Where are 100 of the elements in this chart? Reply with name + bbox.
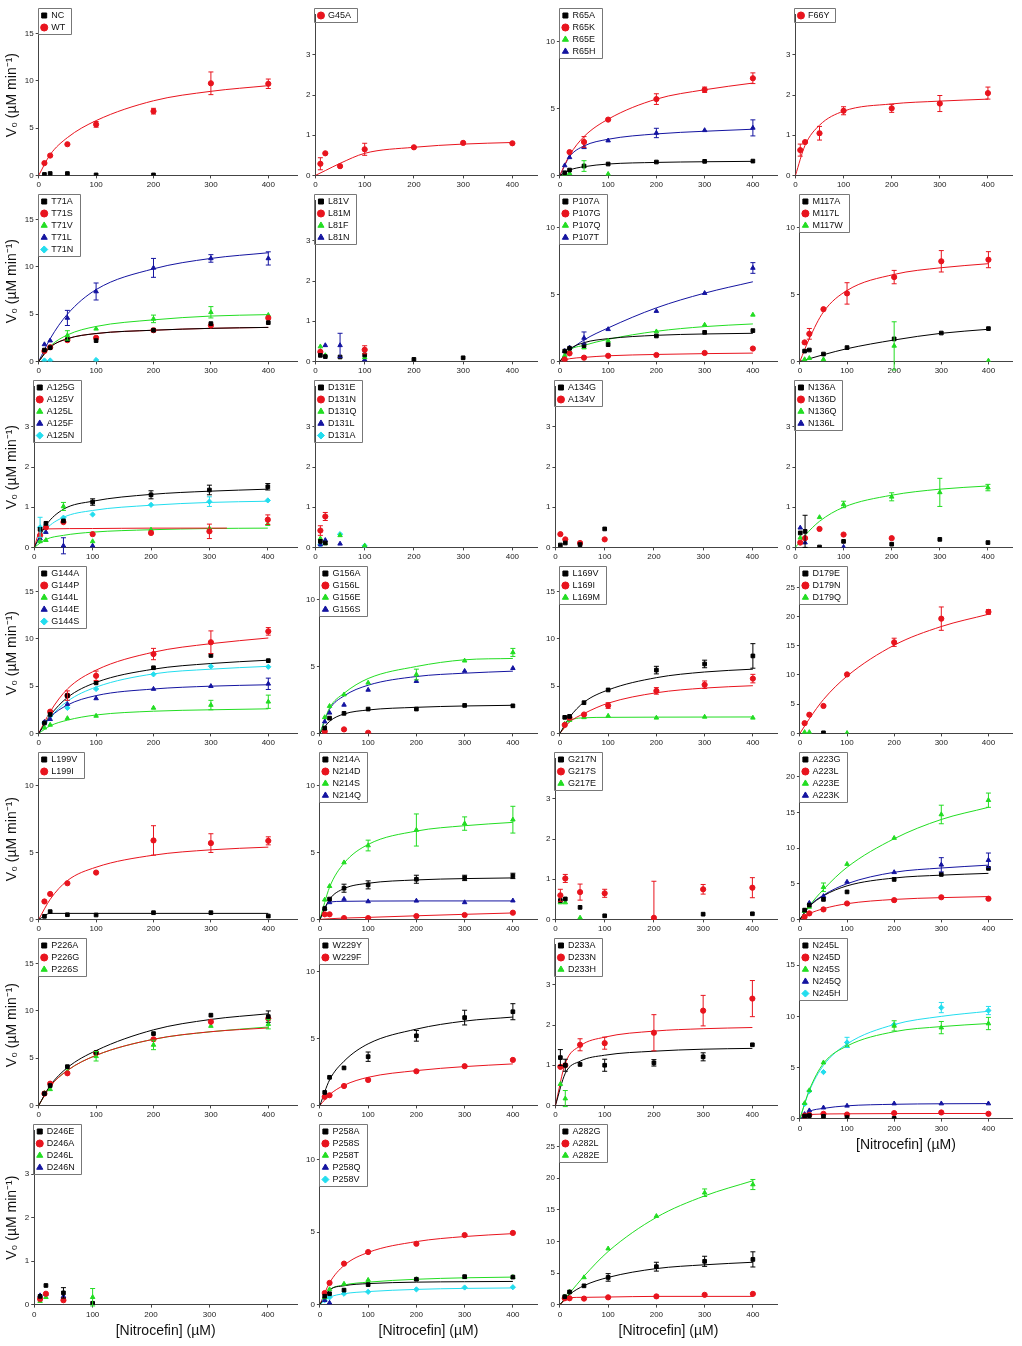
y-tick-label: 15 — [785, 960, 796, 970]
x-tick-label: 100 — [361, 924, 376, 934]
y-tick-label: 1 — [306, 316, 311, 326]
x-tick-label: 400 — [745, 1110, 760, 1120]
y-tick-label: 0 — [310, 728, 316, 738]
y-tick-label: 1 — [786, 130, 791, 140]
legend-label: P258S — [332, 1137, 360, 1148]
legend-label: N245H — [812, 987, 841, 998]
y-tick-label: 3 — [306, 422, 311, 432]
x-tick-label: 300 — [204, 924, 219, 934]
y-axis-title: V₀ (µM min⁻¹) — [3, 425, 20, 510]
y-tick-label: 5 — [790, 289, 796, 299]
y-tick-label: 0 — [546, 1100, 551, 1110]
x-tick-label: 400 — [261, 1309, 276, 1319]
y-tick-label: 5 — [550, 103, 556, 113]
legend-label: A282L — [572, 1137, 599, 1148]
legend-label: P258Q — [332, 1161, 361, 1172]
legend-label: R65E — [572, 33, 595, 44]
legend-label: A125G — [46, 381, 75, 392]
legend-label: G156E — [332, 591, 361, 602]
legend-label: G217S — [567, 765, 596, 776]
x-tick-label: 300 — [456, 552, 471, 562]
x-tick-label: 200 — [146, 366, 161, 376]
legend-label: D233A — [567, 939, 596, 950]
y-tick-label: 0 — [546, 542, 551, 552]
y-tick-label: 15 — [24, 28, 35, 38]
x-tick-label: 0 — [797, 924, 803, 934]
y-tick-label: 0 — [29, 1100, 35, 1110]
y-axis-title: V₀ (µM min⁻¹) — [3, 53, 20, 138]
legend-label: W229F — [332, 951, 362, 962]
x-tick-label: 0 — [797, 366, 803, 376]
legend-label: N245S — [812, 963, 840, 974]
legend-label: G156S — [332, 603, 361, 614]
x-tick-label: 300 — [697, 366, 712, 376]
legend-label: A223L — [812, 765, 839, 776]
x-tick-label: 200 — [144, 552, 159, 562]
x-tick-label: 100 — [89, 180, 104, 190]
y-tick-label: 2 — [786, 90, 791, 100]
y-tick-label: 1 — [306, 130, 311, 140]
y-axis-title: V₀ (µM min⁻¹) — [3, 797, 20, 882]
x-tick-label: 400 — [261, 552, 276, 562]
legend-label: N245Q — [812, 975, 841, 986]
y-tick-label: 3 — [786, 50, 791, 60]
legend-label: D179E — [812, 567, 840, 578]
y-tick-label: 0 — [310, 1299, 316, 1309]
x-tick-label: 200 — [407, 366, 422, 376]
y-tick-label: 10 — [305, 1154, 316, 1164]
y-tick-label: 5 — [29, 123, 35, 133]
x-axis-title: [Nitrocefin] (µM) — [618, 1322, 719, 1339]
x-tick-label: 100 — [836, 180, 851, 190]
x-tick-label: 300 — [202, 552, 217, 562]
x-tick-label: 0 — [557, 1309, 563, 1319]
x-tick-label: 200 — [409, 924, 424, 934]
x-tick-label: 100 — [89, 1110, 104, 1120]
legend-label: P258T — [332, 1149, 360, 1160]
legend-label: A223G — [812, 753, 841, 764]
x-tick-label: 400 — [505, 180, 520, 190]
legend-label: N214A — [332, 753, 360, 764]
legend-label: A125N — [46, 429, 75, 440]
y-tick-label: 10 — [545, 222, 556, 232]
y-tick-label: 1 — [306, 502, 311, 512]
legend-label: N245L — [812, 939, 839, 950]
y-tick-label: 2 — [306, 276, 311, 286]
x-axis-title: [Nitrocefin] (µM) — [856, 1136, 956, 1153]
x-tick-label: 100 — [840, 738, 855, 748]
x-tick-label: 300 — [204, 180, 219, 190]
legend-label: P226S — [51, 963, 79, 974]
legend-label: P107T — [572, 231, 600, 242]
legend-label: P258A — [332, 1125, 360, 1136]
legend-label: M117L — [812, 207, 840, 218]
legend-label: N214D — [332, 765, 361, 776]
x-tick-label: 0 — [36, 924, 42, 934]
legend-label: L169M — [572, 591, 600, 602]
x-tick-label: 100 — [361, 738, 376, 748]
x-tick-label: 0 — [317, 924, 323, 934]
y-tick-label: 10 — [24, 780, 35, 790]
x-tick-label: 200 — [885, 180, 899, 190]
x-tick-label: 200 — [649, 180, 664, 190]
legend-label: A125F — [46, 417, 74, 428]
x-tick-label: 300 — [697, 1309, 712, 1319]
x-tick-label: 0 — [797, 1123, 803, 1133]
y-tick-label: 0 — [790, 728, 796, 738]
y-tick-label: 2 — [24, 1212, 30, 1222]
y-tick-label: 0 — [550, 728, 556, 738]
y-tick-label: 5 — [29, 681, 35, 691]
x-tick-label: 100 — [358, 552, 372, 562]
legend-label: T71L — [51, 231, 72, 242]
x-tick-label: 400 — [981, 180, 996, 190]
x-tick-label: 100 — [836, 552, 851, 562]
y-tick-label: 0 — [790, 356, 796, 366]
x-tick-label: 100 — [85, 1309, 100, 1319]
legend-label: P107Q — [572, 219, 601, 230]
x-tick-label: 100 — [598, 552, 612, 562]
legend-label: NC — [51, 9, 65, 20]
y-tick-label: 5 — [310, 1227, 316, 1237]
legend-label: N136Q — [807, 405, 837, 416]
legend-label: A125V — [46, 393, 74, 404]
legend-label: P258V — [332, 1173, 360, 1184]
x-tick-label: 400 — [981, 738, 996, 748]
legend-label: D246A — [46, 1137, 75, 1148]
